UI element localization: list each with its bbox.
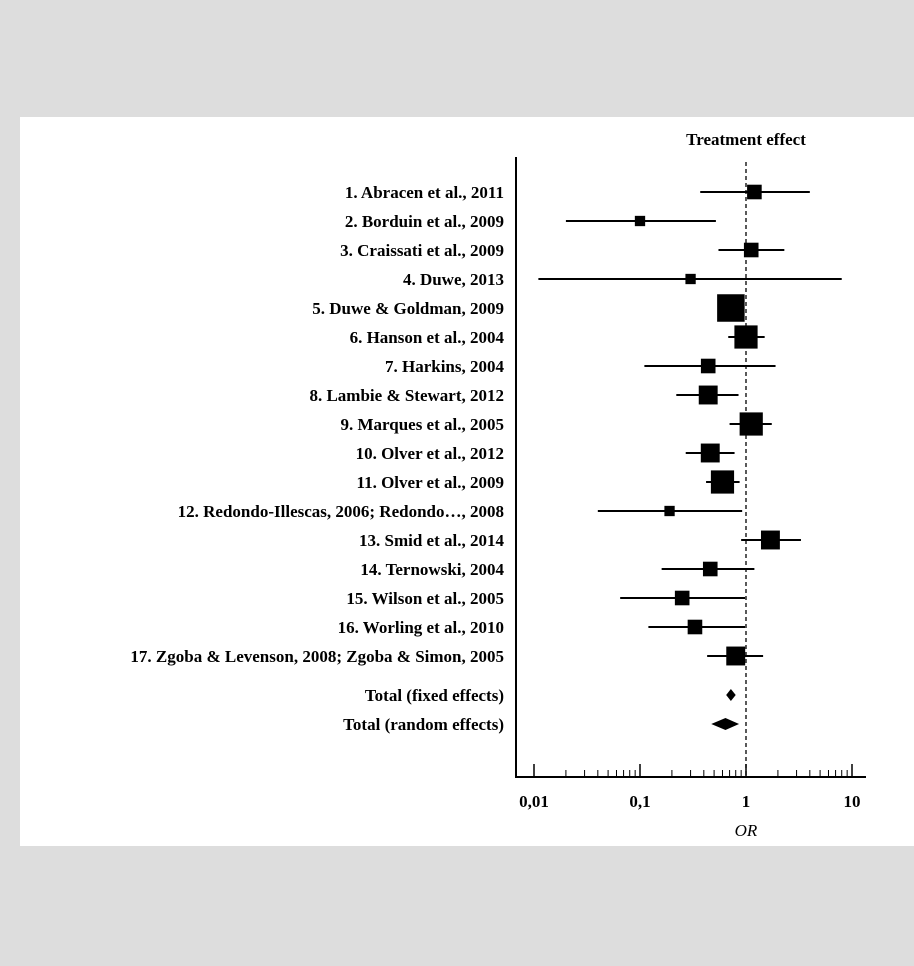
effect-square bbox=[743, 242, 759, 258]
study-label: 2. Borduin et al., 2009 bbox=[345, 212, 504, 231]
effect-square bbox=[634, 215, 646, 227]
study-label: 16. Worling et al., 2010 bbox=[338, 618, 504, 637]
study-label: 8. Lambie & Stewart, 2012 bbox=[309, 386, 504, 405]
study-label: 7. Harkins, 2004 bbox=[385, 357, 505, 376]
forest-plot: Treatment effect 0,01 0,1 1 10 1. Abracen e… bbox=[130, 130, 866, 840]
study-labels: 1. Abracen et al., 2011 2. Borduin et al.… bbox=[130, 183, 504, 734]
effect-square bbox=[726, 646, 746, 666]
study-marks bbox=[538, 184, 842, 730]
study-label: 17. Zgoba & Levenson, 2008; Zgoba & Simo… bbox=[130, 647, 504, 666]
study-label: 6. Hanson et al., 2004 bbox=[350, 328, 505, 347]
effect-square bbox=[698, 385, 718, 405]
x-tick-label: 0,01 bbox=[519, 792, 549, 811]
study-label: 12. Redondo-Illescas, 2006; Redondo…, 20… bbox=[178, 502, 504, 521]
study-label: 3. Craissati et al., 2009 bbox=[340, 241, 504, 260]
x-tick-label: 1 bbox=[742, 792, 751, 811]
effect-square bbox=[747, 184, 762, 200]
total-label: Total (random effects) bbox=[343, 715, 504, 734]
effect-square bbox=[687, 619, 703, 635]
study-label: 13. Smid et al., 2014 bbox=[359, 531, 504, 550]
study-label: 5. Duwe & Goldman, 2009 bbox=[312, 299, 504, 318]
effect-square bbox=[702, 561, 718, 577]
study-label: 9. Marques et al., 2005 bbox=[340, 415, 504, 434]
chart-panel: Treatment effect 0,01 0,1 1 10 1. Abracen e… bbox=[20, 117, 914, 846]
study-label: 10. Olver et al., 2012 bbox=[356, 444, 504, 463]
axes bbox=[515, 157, 866, 778]
total-label: Total (fixed effects) bbox=[365, 686, 504, 705]
summary-diamond bbox=[726, 689, 736, 701]
effect-square bbox=[717, 294, 745, 322]
chart-title: Treatment effect bbox=[686, 130, 806, 149]
x-tick-label: 10 bbox=[844, 792, 861, 811]
study-label: 11. Olver et al., 2009 bbox=[357, 473, 504, 492]
effect-square bbox=[760, 530, 780, 550]
study-label: 1. Abracen et al., 2011 bbox=[345, 183, 504, 202]
x-axis-label: OR bbox=[735, 821, 758, 840]
effect-square bbox=[674, 590, 690, 606]
effect-square bbox=[700, 443, 720, 463]
effect-square bbox=[739, 412, 763, 436]
effect-square bbox=[710, 470, 735, 494]
study-label: 4. Duwe, 2013 bbox=[403, 270, 504, 289]
effect-square bbox=[734, 325, 758, 349]
x-tick-label: 0,1 bbox=[629, 792, 650, 811]
summary-diamond bbox=[711, 718, 740, 730]
study-label: 14. Ternowski, 2004 bbox=[360, 560, 504, 579]
effect-square bbox=[685, 273, 696, 285]
effect-square bbox=[664, 505, 675, 517]
effect-square bbox=[700, 358, 716, 374]
study-label: 15. Wilson et al., 2005 bbox=[346, 589, 504, 608]
x-axis-ticks: 0,01 0,1 1 10 bbox=[519, 764, 861, 811]
